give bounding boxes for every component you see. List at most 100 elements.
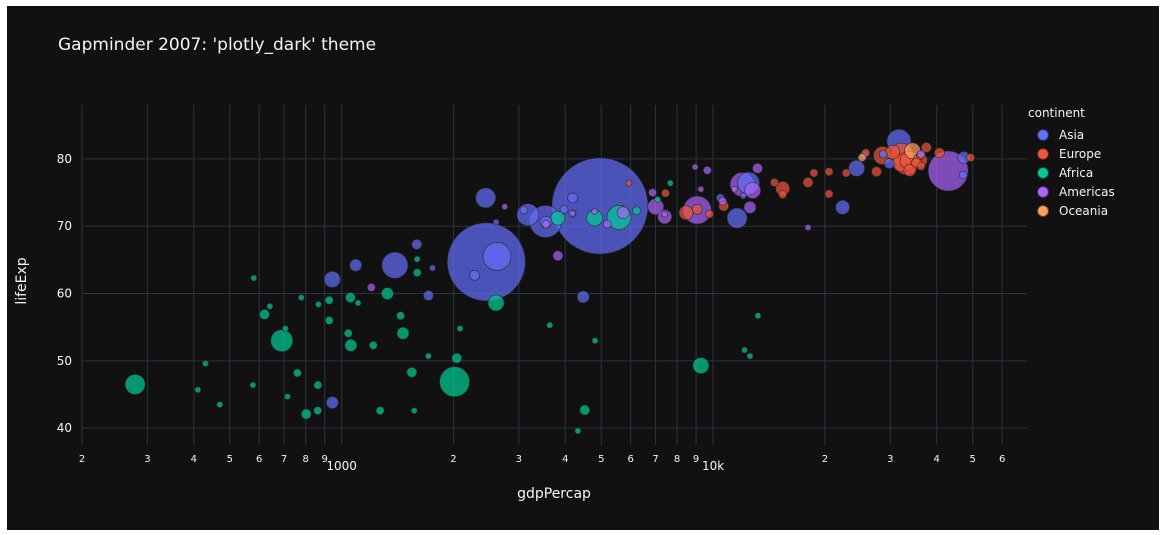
- bubble-africa[interactable]: [375, 406, 385, 415]
- bubble-africa[interactable]: [324, 316, 334, 325]
- bubble-europe[interactable]: [705, 209, 714, 219]
- bubble-africa[interactable]: [632, 206, 641, 216]
- bubble-africa[interactable]: [293, 368, 302, 378]
- bubble-americas[interactable]: [804, 224, 812, 231]
- bubble-europe[interactable]: [841, 168, 851, 178]
- bubble-africa[interactable]: [300, 408, 312, 420]
- bubble-africa[interactable]: [574, 427, 582, 435]
- bubble-asia[interactable]: [326, 396, 339, 409]
- bubble-africa[interactable]: [546, 321, 554, 329]
- bubble-europe[interactable]: [824, 189, 834, 199]
- bubble-africa[interactable]: [579, 404, 591, 416]
- bubble-americas[interactable]: [731, 185, 738, 193]
- bubble-asia[interactable]: [411, 239, 423, 250]
- bubble-americas[interactable]: [501, 203, 509, 210]
- bubble-africa[interactable]: [282, 325, 289, 332]
- bubble-americas[interactable]: [697, 185, 705, 193]
- bubble-asia[interactable]: [324, 271, 341, 288]
- bubble-europe[interactable]: [802, 177, 814, 188]
- bubble-africa[interactable]: [202, 360, 209, 367]
- bubble-africa[interactable]: [250, 274, 258, 282]
- bubble-africa[interactable]: [270, 329, 294, 352]
- bubble-asia[interactable]: [519, 205, 529, 215]
- bubble-asia[interactable]: [883, 158, 895, 169]
- bubble-europe[interactable]: [824, 167, 834, 176]
- bubble-africa[interactable]: [487, 294, 505, 312]
- bubble-americas[interactable]: [916, 149, 926, 159]
- bubble-africa[interactable]: [194, 386, 202, 394]
- bubble-asia[interactable]: [958, 170, 968, 180]
- bubble-europe[interactable]: [903, 164, 917, 177]
- legend-item-africa[interactable]: Africa: [1028, 163, 1115, 182]
- bubble-asia[interactable]: [739, 192, 747, 200]
- bubble-europe[interactable]: [934, 147, 945, 159]
- bubble-africa[interactable]: [259, 309, 270, 320]
- bubble-europe[interactable]: [871, 166, 882, 177]
- bubble-africa[interactable]: [406, 366, 418, 378]
- bubble-americas[interactable]: [367, 283, 376, 292]
- bubble-asia[interactable]: [559, 205, 569, 214]
- legend-item-oceania[interactable]: Oceania: [1028, 201, 1115, 220]
- bubble-asia[interactable]: [878, 149, 888, 159]
- bubble-africa[interactable]: [216, 401, 224, 408]
- bubble-asia[interactable]: [492, 218, 500, 226]
- bubble-africa[interactable]: [344, 339, 358, 352]
- bubble-asia[interactable]: [848, 159, 865, 177]
- bubble-africa[interactable]: [354, 299, 362, 307]
- bubble-asia[interactable]: [381, 251, 409, 279]
- bubble-asia[interactable]: [726, 207, 748, 229]
- legend-item-europe[interactable]: Europe: [1028, 144, 1115, 163]
- bubble-asia[interactable]: [469, 270, 480, 281]
- bubble-americas[interactable]: [616, 206, 630, 220]
- bubble-africa[interactable]: [313, 406, 322, 415]
- bubble-africa[interactable]: [369, 341, 378, 350]
- bubble-americas[interactable]: [661, 210, 668, 218]
- bubble-asia[interactable]: [576, 290, 590, 304]
- bubble-americas[interactable]: [541, 219, 551, 229]
- bubble-americas[interactable]: [718, 196, 727, 206]
- bubble-africa[interactable]: [284, 393, 291, 400]
- bubble-europe[interactable]: [809, 168, 819, 178]
- bubble-americas[interactable]: [691, 163, 699, 171]
- bubble-americas[interactable]: [552, 250, 564, 262]
- bubble-africa[interactable]: [666, 179, 674, 187]
- bubble-americas[interactable]: [702, 166, 712, 175]
- bubble-europe[interactable]: [691, 204, 703, 215]
- legend-item-asia[interactable]: Asia: [1028, 125, 1115, 144]
- bubble-africa[interactable]: [439, 366, 470, 398]
- bubble-europe[interactable]: [661, 188, 670, 198]
- bubble-africa[interactable]: [315, 300, 322, 308]
- bubble-africa[interactable]: [741, 346, 748, 354]
- bubble-africa[interactable]: [313, 380, 323, 390]
- bubble-africa[interactable]: [298, 294, 305, 301]
- bubble-europe[interactable]: [678, 205, 694, 221]
- bubble-asia[interactable]: [516, 203, 540, 227]
- bubble-europe[interactable]: [770, 178, 779, 187]
- bubble-africa[interactable]: [124, 374, 146, 395]
- bubble-asia[interactable]: [567, 192, 578, 204]
- bubble-europe[interactable]: [885, 144, 901, 160]
- bubble-europe[interactable]: [921, 142, 932, 153]
- bubble-africa[interactable]: [591, 337, 599, 344]
- bubble-africa[interactable]: [451, 352, 463, 364]
- bubble-africa[interactable]: [396, 326, 410, 340]
- bubble-americas[interactable]: [648, 188, 657, 197]
- bubble-americas[interactable]: [927, 150, 969, 192]
- bubble-africa[interactable]: [249, 381, 257, 389]
- bubble-americas[interactable]: [744, 182, 761, 199]
- bubble-asia[interactable]: [429, 264, 436, 272]
- bubble-africa[interactable]: [425, 352, 432, 360]
- bubble-africa[interactable]: [550, 210, 566, 226]
- bubble-asia[interactable]: [569, 210, 576, 217]
- bubble-africa[interactable]: [410, 407, 418, 414]
- bubble-africa[interactable]: [381, 287, 394, 300]
- bubble-africa[interactable]: [343, 328, 353, 338]
- bubble-asia[interactable]: [482, 242, 512, 271]
- bubble-europe[interactable]: [916, 161, 926, 171]
- bubble-europe[interactable]: [778, 190, 787, 199]
- bubble-africa[interactable]: [654, 195, 661, 203]
- legend-item-americas[interactable]: Americas: [1028, 182, 1115, 201]
- bubble-africa[interactable]: [746, 352, 754, 360]
- bubble-americas[interactable]: [743, 201, 757, 214]
